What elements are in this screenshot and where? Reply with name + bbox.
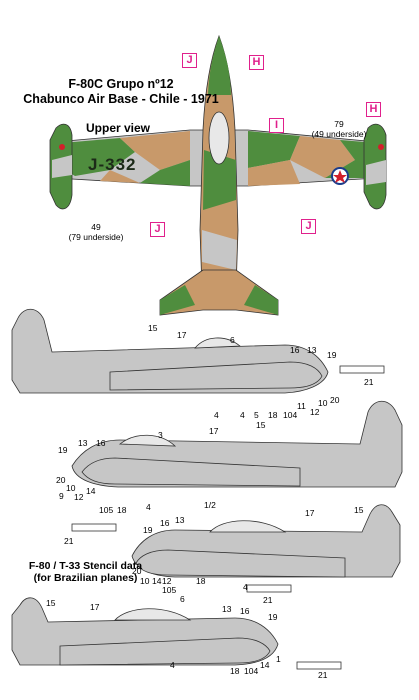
stencil-callout: 14 bbox=[86, 486, 96, 496]
stencil-title-line-1: F-80 / T-33 Stencil data bbox=[28, 560, 143, 572]
stencil-callout: 3 bbox=[158, 430, 163, 440]
stencil-callout: 9 bbox=[59, 491, 64, 501]
stencil-callout: 19 bbox=[268, 612, 278, 622]
stencil-title: F-80 / T-33 Stencil data (for Brazilian … bbox=[3, 560, 168, 584]
marker-h: H bbox=[366, 102, 381, 117]
note-left-desc: (79 underside) bbox=[68, 232, 124, 242]
stencil-callout: 13 bbox=[175, 515, 185, 525]
stencil-callout: 4 bbox=[146, 502, 151, 512]
stencil-callout: 16 bbox=[240, 606, 250, 616]
note-left-value: 49 bbox=[91, 222, 101, 232]
stencil-callout: 18 bbox=[117, 505, 127, 515]
stencil-callout: 19 bbox=[143, 525, 153, 535]
stencil-callout: 10 bbox=[66, 483, 76, 493]
stencil-callout: 20 bbox=[330, 395, 340, 405]
stencil-callout: 4 bbox=[243, 582, 248, 592]
title-line-1: F-80C Grupo nº12 bbox=[68, 77, 174, 91]
stencil-callout: 21 bbox=[318, 670, 328, 680]
stencil-callout: 18 bbox=[196, 576, 206, 586]
side-view-right-1 bbox=[71, 400, 403, 488]
stencil-decal-box bbox=[71, 523, 117, 532]
stencil-callout: 10 bbox=[140, 576, 150, 586]
stencil-callout: 18 bbox=[268, 410, 278, 420]
stencil-callout: 12 bbox=[310, 407, 320, 417]
stencil-decal-box bbox=[296, 661, 342, 670]
stencil-callout: 5 bbox=[254, 410, 259, 420]
note-right-desc: (49 underside) bbox=[311, 129, 367, 139]
page-title: F-80C Grupo nº12 Chabunco Air Base - Chi… bbox=[6, 77, 236, 107]
stencil-callout: 105 bbox=[99, 505, 114, 515]
stencil-callout: 16 bbox=[160, 518, 170, 528]
marker-i: I bbox=[269, 118, 284, 133]
stencil-callout: 13 bbox=[307, 345, 317, 355]
stencil-callout: 19 bbox=[58, 445, 68, 455]
upper-view-aircraft bbox=[49, 34, 387, 316]
upper-view-label: Upper view bbox=[86, 121, 151, 135]
stencil-callout: 13 bbox=[222, 604, 232, 614]
serial-number: J-332 bbox=[88, 155, 137, 174]
marker-j: J bbox=[182, 53, 197, 68]
stencil-callout: 13 bbox=[78, 438, 88, 448]
stencil-callout: 105 bbox=[162, 585, 177, 595]
stencil-callout: 17 bbox=[305, 508, 315, 518]
stencil-callout: 104 bbox=[244, 666, 259, 676]
stencil-callout: 17 bbox=[209, 426, 219, 436]
stencil-callout: 14 bbox=[260, 660, 270, 670]
marker-h: H bbox=[249, 55, 264, 70]
stencil-callout: 104 bbox=[283, 410, 298, 420]
stencil-callout: 19 bbox=[327, 350, 337, 360]
stencil-callout: 15 bbox=[256, 420, 266, 430]
stencil-callout: 20 bbox=[56, 475, 66, 485]
stencil-callout: 1 bbox=[276, 654, 281, 664]
note-right-value: 79 bbox=[334, 119, 344, 129]
stencil-decal-box bbox=[246, 584, 292, 593]
stencil-callout: 15 bbox=[148, 323, 158, 333]
stencil-callout: 15 bbox=[354, 505, 364, 515]
stencil-callout: 4 bbox=[170, 660, 175, 670]
side-view-left-1 bbox=[11, 308, 329, 394]
marker-j: J bbox=[150, 222, 165, 237]
stencil-callout: 17 bbox=[90, 602, 100, 612]
side-view-t33-2 bbox=[11, 597, 279, 666]
marker-j: J bbox=[301, 219, 316, 234]
stencil-callout: 4 bbox=[214, 410, 219, 420]
stencil-callout: 11 bbox=[297, 401, 306, 411]
stencil-callout: 1/2 bbox=[204, 500, 216, 510]
stencil-callout: 6 bbox=[230, 335, 235, 345]
stencil-callout: 16 bbox=[290, 345, 300, 355]
stencil-callout: 4 bbox=[240, 410, 245, 420]
side-view-t33-1 bbox=[131, 504, 401, 578]
stencil-callout: 21 bbox=[364, 377, 374, 387]
stencil-callout: 21 bbox=[263, 595, 273, 605]
stencil-title-line-2: (for Brazilian planes) bbox=[33, 572, 138, 584]
stencil-callout: 18 bbox=[230, 666, 240, 676]
stencil-decal-box bbox=[339, 365, 385, 374]
title-line-2: Chabunco Air Base - Chile - 1971 bbox=[23, 92, 219, 106]
stencil-callout: 21 bbox=[64, 536, 74, 546]
stencil-callout: 15 bbox=[46, 598, 56, 608]
stencil-callout: 12 bbox=[162, 576, 172, 586]
stencil-callout: 14 bbox=[152, 576, 162, 586]
stencil-callout: 20 bbox=[132, 566, 142, 576]
stencil-callout: 10 bbox=[318, 398, 328, 408]
stencil-callout: 6 bbox=[180, 594, 185, 604]
stencil-callout: 16 bbox=[96, 438, 106, 448]
stencil-callout: 12 bbox=[74, 492, 84, 502]
stencil-callout: 17 bbox=[177, 330, 187, 340]
